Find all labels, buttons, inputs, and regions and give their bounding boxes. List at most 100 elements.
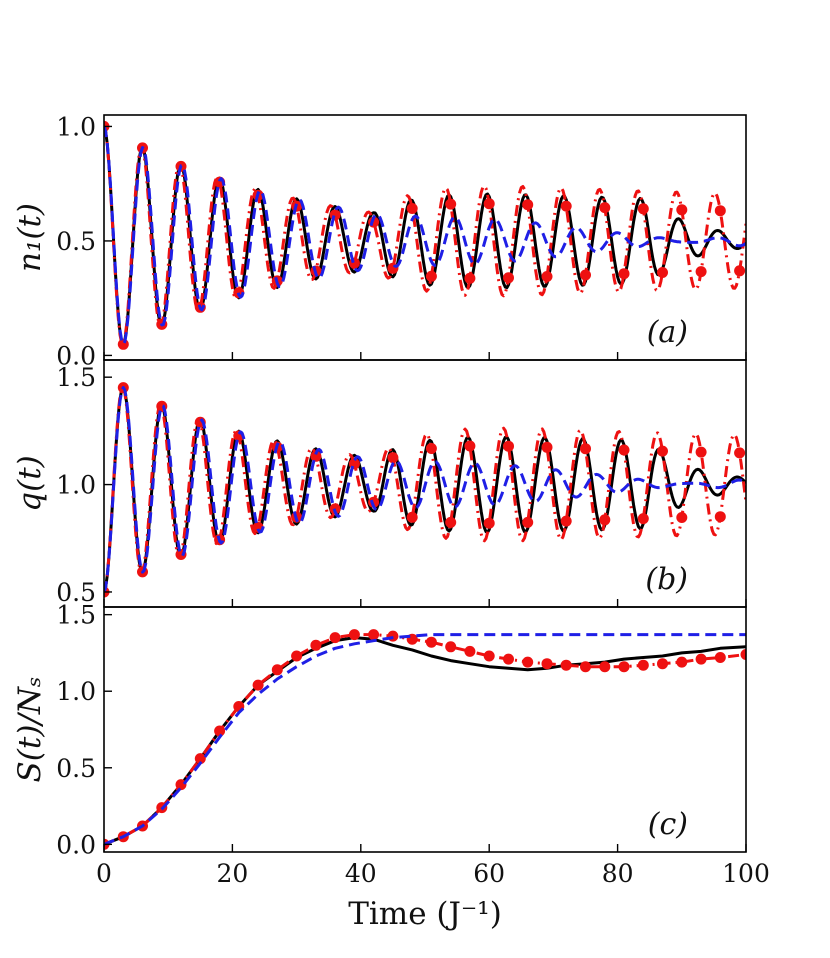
marker-panel-b-25 (580, 443, 591, 455)
y-tick-label-panel-b: 0.5 (56, 578, 96, 607)
marker-panel-b-17 (425, 443, 437, 454)
y-tick-label-panel-c: 1.0 (56, 677, 96, 706)
marker-panel-a-16 (406, 203, 418, 214)
marker-panel-c-28 (637, 659, 649, 671)
y-tick-label-panel-c: 0.0 (56, 830, 96, 859)
marker-panel-c-29 (657, 658, 668, 670)
panel-c: 0.0 0.5 1.0 1.5 S(t)/Nₛ (c) (12, 601, 747, 859)
marker-panel-a-24 (560, 200, 572, 212)
panel-annotation-b: (b) (645, 562, 688, 597)
marker-panel-a-12 (329, 209, 341, 221)
marker-panel-c-6 (214, 725, 226, 737)
marker-panel-b-33 (734, 447, 746, 459)
x-tick-label: 0 (96, 859, 112, 888)
marker-panel-a-13 (348, 257, 360, 269)
marker-panel-a-30 (676, 204, 688, 216)
marker-panel-c-18 (445, 641, 457, 653)
marker-panel-b-11 (310, 450, 322, 462)
marker-panel-a-1 (117, 338, 129, 350)
marker-panel-c-31 (695, 653, 707, 665)
panel-b: 0.5 1.0 1.5 q(t) (b) (12, 359, 747, 608)
x-tick-label: 20 (216, 859, 248, 888)
marker-panel-a-33 (734, 265, 746, 277)
marker-panel-c-24 (560, 659, 572, 671)
marker-panel-c-23 (541, 658, 553, 670)
marker-panel-a-27 (618, 268, 630, 280)
y-axis-label-panel-c: S(t)/Nₛ (12, 677, 48, 783)
series-blue-panel-c (104, 633, 746, 846)
x-tick-label: 60 (473, 859, 505, 888)
marker-panel-c-21 (503, 653, 514, 665)
marker-panel-a-29 (657, 267, 668, 278)
panel-annotation-a: (a) (647, 315, 688, 350)
marker-panel-b-18 (445, 516, 457, 528)
marker-panel-b-26 (599, 514, 611, 526)
y-tick-label-panel-a: 1.0 (56, 112, 96, 141)
marker-panel-b-19 (464, 440, 476, 452)
y-tick-label-panel-b: 1.0 (56, 471, 96, 500)
series-blue-panel-a (104, 125, 746, 346)
marker-panel-b-20 (483, 517, 495, 529)
marker-panel-c-27 (618, 661, 630, 673)
marker-panel-a-28 (637, 203, 649, 215)
marker-panel-a-20 (483, 198, 495, 210)
marker-panel-a-25 (580, 269, 591, 281)
y-axis-label-panel-a: n₁(t) (12, 203, 48, 272)
series-red-panel-a (104, 125, 746, 346)
marker-panel-a-19 (464, 272, 476, 284)
marker-panel-b-15 (387, 452, 399, 464)
marker-panel-a-23 (541, 271, 553, 282)
x-axis-label: Time (J⁻¹) (348, 896, 502, 932)
marker-panel-b-23 (541, 441, 553, 453)
marker-panel-c-26 (599, 661, 611, 673)
marker-panel-c-30 (676, 656, 688, 668)
marker-panel-b-29 (657, 445, 668, 457)
marker-panel-b-22 (522, 516, 534, 528)
marker-panel-c-20 (483, 650, 495, 662)
marker-panel-b-14 (368, 496, 380, 508)
marker-panel-a-18 (445, 198, 457, 210)
y-tick-label-panel-b: 1.5 (56, 363, 96, 392)
marker-panel-b-16 (406, 511, 418, 523)
series-blue-panel-b (104, 386, 746, 593)
marker-panel-c-19 (464, 645, 476, 657)
marker-panel-a-21 (503, 272, 514, 284)
y-tick-label-panel-a: 0.0 (56, 341, 96, 370)
marker-panel-c-10 (291, 650, 303, 662)
marker-panel-c-9 (271, 664, 283, 676)
x-tick-label: 100 (722, 859, 770, 888)
marker-panel-c-25 (580, 661, 591, 673)
series-black-panel-a (104, 125, 746, 346)
panel-annotation-c: (c) (648, 807, 688, 842)
marker-panel-b-24 (560, 515, 572, 527)
marker-panel-c-14 (368, 629, 380, 641)
marker-panel-a-26 (599, 202, 611, 214)
marker-panel-b-27 (618, 444, 630, 456)
y-tick-label-panel-a: 0.5 (56, 227, 96, 256)
marker-panel-c-5 (194, 753, 206, 765)
marker-panel-c-13 (348, 629, 360, 641)
marker-panel-b-21 (503, 440, 514, 452)
series-red-panel-b (104, 386, 746, 593)
series-black-panel-b (104, 385, 746, 593)
y-tick-label-panel-c: 0.5 (56, 754, 96, 783)
marker-panel-a-22 (522, 199, 534, 211)
marker-panel-b-30 (676, 512, 688, 523)
marker-panel-b-28 (637, 513, 649, 525)
marker-panel-c-11 (310, 639, 322, 651)
x-tick-label: 40 (345, 859, 377, 888)
marker-panel-c-33 (740, 649, 746, 660)
panel-a: 0.0 0.5 1.0 n₁(t) (a) (12, 112, 747, 370)
marker-panel-c-12 (329, 632, 341, 644)
series-red-panel-c (104, 633, 746, 846)
x-tick-labels: 0 20 40 60 80 100 (96, 859, 770, 888)
axes-frame-panel-c (103, 606, 747, 853)
x-tick-label: 80 (602, 859, 634, 888)
marker-panel-c-32 (714, 652, 726, 663)
y-tick-label-panel-c: 1.5 (56, 601, 96, 630)
marker-panel-a-31 (695, 266, 707, 278)
marker-panel-a-17 (425, 270, 437, 282)
marker-panel-b-31 (695, 446, 707, 458)
marker-panel-c-17 (425, 636, 437, 648)
